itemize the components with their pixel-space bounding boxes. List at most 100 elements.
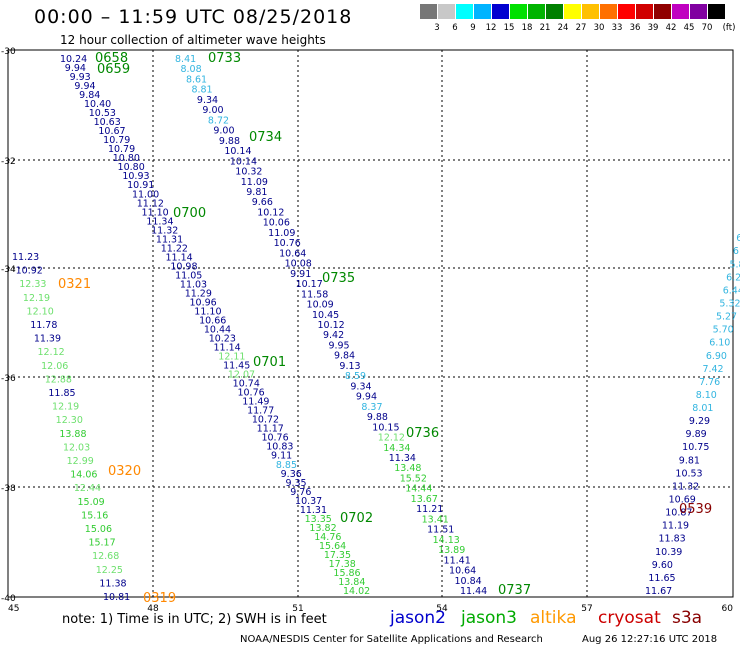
swh-value: 8.81: [191, 85, 212, 96]
lon-label: 51: [292, 604, 303, 614]
scale-swatch: [654, 4, 671, 19]
scale-label: 36: [629, 23, 641, 33]
page-title: 00:00 – 11:59 UTC 08/25/2018: [34, 6, 353, 28]
scale-label: 45: [683, 23, 695, 33]
swh-value: 12.88: [45, 374, 72, 385]
scale-label: 9: [470, 23, 476, 33]
swh-value: 12.25: [96, 565, 123, 576]
swh-value: 8.10: [696, 390, 717, 401]
swh-value: 11.05: [175, 270, 202, 281]
scale-swatch: [438, 4, 455, 19]
swh-value: 10.67: [98, 126, 125, 137]
swh-value: 9.13: [339, 361, 360, 372]
scale-label: 33: [611, 23, 623, 33]
swh-value: 12.07: [228, 370, 255, 381]
pass-time-label: 0539: [679, 502, 712, 517]
scale-label: 15: [503, 23, 515, 33]
pass-time-label: 0319: [143, 591, 176, 606]
swh-value: 10.66: [199, 315, 226, 326]
scale-swatch: [492, 4, 509, 19]
swh-value: 10.32: [235, 167, 262, 178]
footer-note-text: note: 1) Time is in UTC; 2) SWH is in fe…: [62, 612, 327, 627]
swh-value: 10.79: [103, 135, 130, 146]
satellite-label: jason3: [461, 608, 517, 628]
swh-value: 11.14: [166, 252, 193, 263]
swh-value: 9.00: [202, 105, 223, 116]
swh-value: 10.83: [266, 442, 293, 453]
generation-timestamp: Aug 26 12:27:16 UTC 2018: [582, 634, 718, 645]
swh-value: 10.80: [118, 162, 145, 173]
swh-value: 9.95: [328, 340, 349, 351]
swh-value: 10.76: [274, 238, 301, 249]
swh-value: 13.67: [411, 494, 438, 505]
swh-value: 12.06: [41, 361, 68, 372]
scale-swatch: [582, 4, 599, 19]
swh-value: 6: [733, 246, 739, 257]
swh-value: 11.41: [444, 555, 471, 566]
swh-value: 11.44: [460, 586, 487, 597]
scale-swatch: [456, 4, 473, 19]
pass-time-label: 0702: [340, 511, 373, 526]
scale-swatch: [510, 4, 527, 19]
swh-value: 10.91: [127, 180, 154, 191]
swh-value: 10.96: [190, 297, 217, 308]
swh-value: 10.39: [655, 547, 682, 558]
swh-value: 11.00: [132, 189, 159, 200]
swh-value: 11.17: [257, 424, 284, 435]
swh-value: 11.21: [416, 504, 443, 515]
swh-value: 12.03: [63, 442, 90, 453]
swh-value: 12.19: [23, 293, 50, 304]
swh-value: 8.61: [186, 74, 207, 85]
swh-value: 10.24: [60, 54, 87, 65]
satellite-label: altika: [530, 608, 577, 628]
swh-value: 14.13: [433, 535, 460, 546]
swh-value: 10.75: [682, 442, 709, 453]
swh-value: 9.88: [219, 136, 240, 147]
scale-label: 39: [647, 23, 659, 33]
swh-value: 9.81: [679, 455, 700, 466]
swh-value: 14.76: [314, 532, 341, 543]
swh-value: 9.42: [323, 330, 344, 341]
swh-value: 11.83: [659, 534, 686, 545]
swh-value: 11.67: [645, 586, 672, 597]
swh-value: 10.15: [372, 422, 399, 433]
pass-time-label: 0734: [249, 130, 282, 145]
pass-time-label: 0700: [173, 206, 206, 221]
swh-value: 14.06: [70, 470, 97, 481]
lat-label: -40: [1, 594, 16, 604]
pass-time-label: 0321: [58, 277, 91, 292]
swh-value: 12.44: [74, 483, 101, 494]
satellite-label: cryosat: [598, 608, 661, 628]
swh-value: 10.23: [209, 334, 236, 345]
swh-value: 8.37: [361, 402, 382, 413]
swh-value: 10.64: [449, 566, 476, 577]
swh-value: 7.76: [699, 377, 720, 388]
swh-value: 15.52: [400, 473, 427, 484]
swh-value: 15.17: [88, 538, 115, 549]
swh-value: 17.35: [324, 550, 351, 561]
swh-value: 13.35: [305, 514, 332, 525]
swh-value: 10.93: [122, 171, 149, 182]
swh-value: 10.92: [16, 266, 43, 277]
swh-value: 9.60: [652, 560, 673, 571]
scale-label: 18: [521, 23, 533, 33]
swh-value: 11.45: [223, 361, 250, 372]
swh-value: 5.27: [716, 312, 737, 323]
swh-value: 11.51: [427, 525, 454, 536]
swh-value: 15.86: [333, 568, 360, 579]
swh-value: 8.72: [208, 115, 229, 126]
lat-label: -36: [1, 374, 16, 384]
swh-value: 10.74: [233, 379, 260, 390]
swh-value: 8.59: [345, 371, 366, 382]
swh-value: 10.37: [295, 496, 322, 507]
map-frame: [7, 49, 734, 598]
swh-value: 15.09: [78, 497, 105, 508]
swh-value: 11.32: [151, 225, 178, 236]
swh-value: 5.70: [713, 325, 734, 336]
swh-value: 9.00: [213, 126, 234, 137]
swh-value: 10.63: [94, 117, 121, 128]
swh-value: 11.85: [48, 388, 75, 399]
credit-line: NOAA/NESDIS Center for Satellite Applica…: [240, 634, 543, 645]
